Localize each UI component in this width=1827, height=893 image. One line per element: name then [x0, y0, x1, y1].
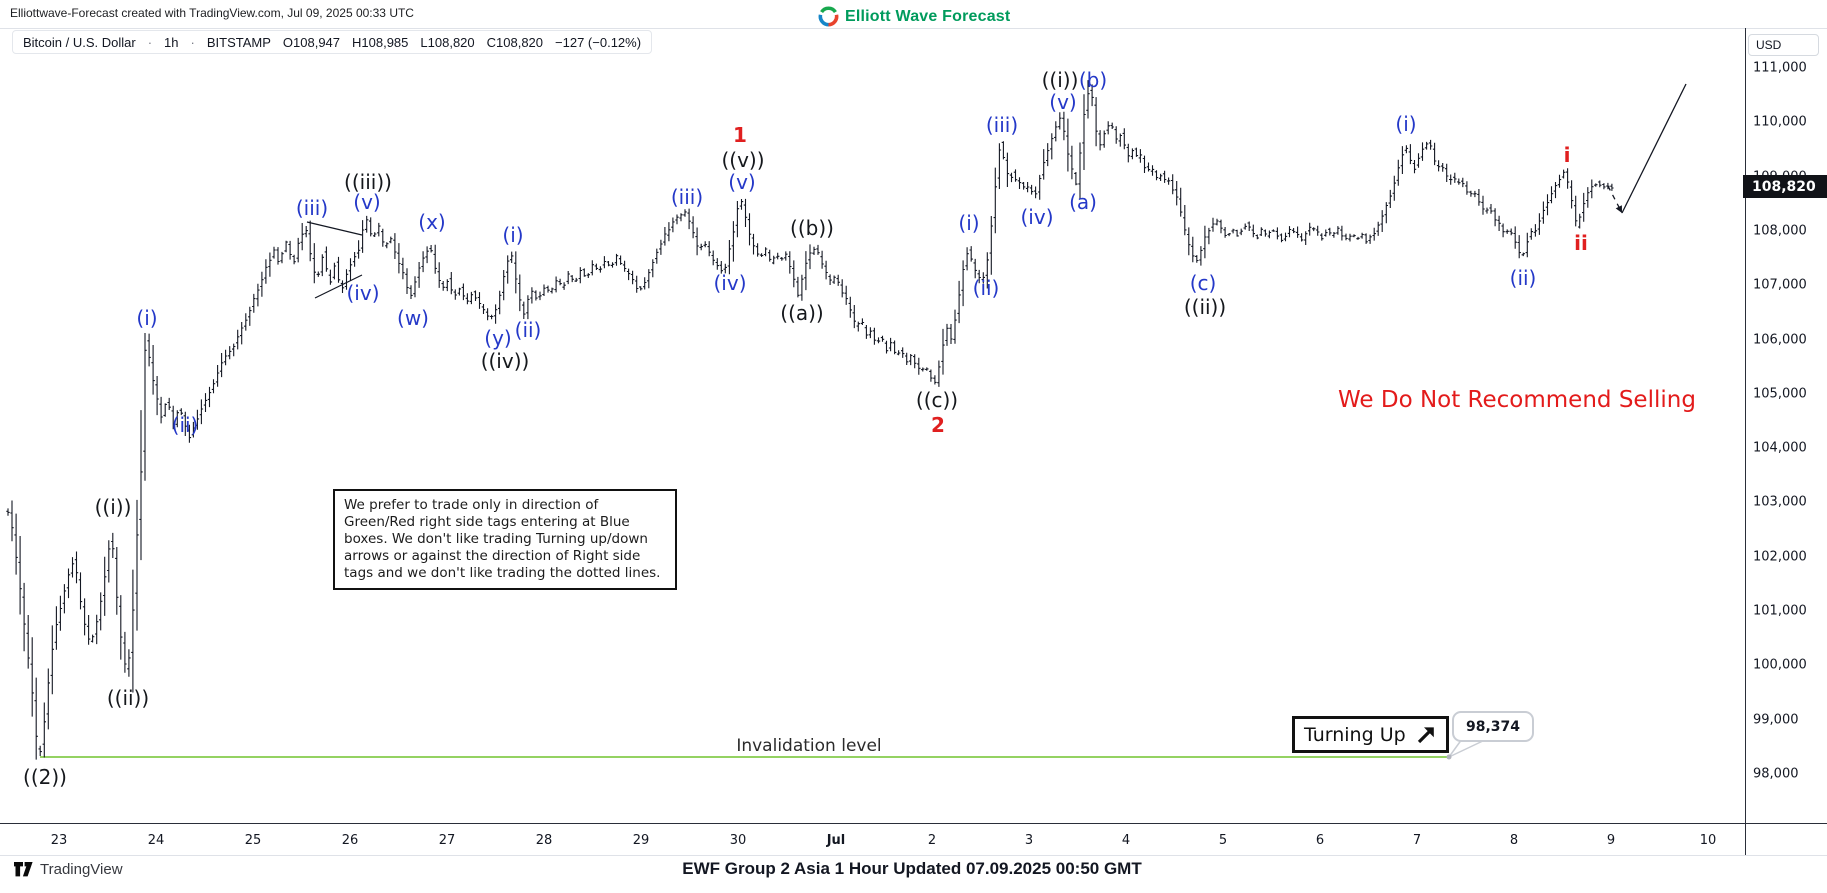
- price-tick-label: 110,000: [1753, 114, 1807, 130]
- currency-toggle-usd[interactable]: USD: [1748, 34, 1819, 56]
- price-tick-label: 100,000: [1753, 657, 1807, 673]
- invalidation-price-flag: 98,374: [1452, 711, 1534, 742]
- projection-arrowhead: [1615, 205, 1622, 213]
- date-tick-label: 4: [1121, 833, 1131, 848]
- date-tick-label: 10: [1699, 833, 1717, 848]
- projection-up-line[interactable]: [1621, 83, 1687, 214]
- date-tick-label: 30: [729, 833, 747, 848]
- date-tick-label: 29: [632, 833, 650, 848]
- ewf-logo: Elliott Wave Forecast: [806, 6, 1023, 27]
- turning-up-badge: Turning Up: [1292, 716, 1449, 753]
- date-tick-label: 5: [1218, 833, 1228, 848]
- price-tick-label: 98,000: [1753, 766, 1799, 782]
- legend-interval[interactable]: 1h: [164, 34, 179, 50]
- date-tick-label: 7: [1412, 833, 1422, 848]
- legend-separator: ·: [190, 34, 195, 50]
- legend-close: C108,820: [486, 34, 544, 50]
- legend-separator: ·: [147, 34, 153, 50]
- chart-bottom-border: [0, 823, 1827, 824]
- date-tick-label: 26: [341, 833, 359, 848]
- date-tick-label: 24: [147, 833, 165, 848]
- legend-symbol[interactable]: Bitcoin / U.S. Dollar: [23, 34, 136, 50]
- date-tick-label: 9: [1606, 833, 1616, 848]
- time-axis-divider: [0, 855, 1827, 856]
- date-tick-label: 3: [1024, 833, 1034, 848]
- trading-disclaimer-box: We prefer to trade only in direction of …: [333, 489, 677, 590]
- date-tick-label: 25: [244, 833, 262, 848]
- price-tick-label: 103,000: [1753, 494, 1807, 510]
- recommendation-text: We Do Not Recommend Selling: [1338, 387, 1696, 413]
- arrow-up-right-icon: [1417, 726, 1434, 743]
- price-tick-label: 99,000: [1753, 712, 1799, 728]
- ohlc-price-bars: [6, 80, 1614, 760]
- tradingview-logo-icon: [14, 862, 33, 877]
- legend-change: −127 (−0.12%): [555, 34, 642, 50]
- price-axis-border: [1745, 28, 1746, 855]
- invalidation-level-label: Invalidation level: [736, 736, 882, 756]
- legend-low: L108,820: [420, 34, 475, 50]
- price-tick-label: 107,000: [1753, 277, 1807, 293]
- legend-open: O108,947: [282, 34, 341, 50]
- date-tick-label: 2: [927, 833, 937, 848]
- triangle-trendline[interactable]: [314, 274, 363, 299]
- top-divider: [0, 28, 1827, 29]
- ewf-globe-icon: [818, 6, 839, 27]
- turning-up-label: Turning Up: [1304, 723, 1406, 746]
- tradingview-attribution[interactable]: TradingView: [14, 861, 123, 878]
- price-tick-label: 106,000: [1753, 332, 1807, 347]
- date-tick-label: 27: [438, 833, 456, 848]
- date-tick-label: Jul: [826, 833, 846, 848]
- price-tick-label: 104,000: [1753, 440, 1807, 456]
- brand-name: Elliott Wave Forecast: [845, 7, 1011, 25]
- chart-caption: EWF Group 2 Asia 1 Hour Updated 07.09.20…: [682, 859, 1142, 878]
- price-tick-label: 108,000: [1753, 223, 1807, 239]
- triangle-trendline[interactable]: [306, 221, 363, 236]
- price-tick-label: 102,000: [1753, 549, 1807, 565]
- triangle-trendlines[interactable]: [306, 221, 363, 299]
- legend-high: H108,985: [352, 34, 409, 50]
- price-tick-label: 111,000: [1753, 60, 1807, 76]
- price-tick-label: 105,000: [1753, 386, 1807, 402]
- symbol-legend[interactable]: Bitcoin / U.S. Dollar · 1h · BITSTAMP O1…: [12, 30, 653, 54]
- invalidation-line-endpoint-dot: [1446, 754, 1452, 760]
- date-tick-label: 6: [1315, 833, 1325, 848]
- date-tick-label: 23: [50, 833, 68, 848]
- watermark-title: Elliottwave-Forecast created with Tradin…: [10, 6, 414, 20]
- legend-exchange: BITSTAMP: [206, 34, 271, 50]
- date-tick-label: 28: [535, 833, 553, 848]
- last-price-badge: 108,820: [1743, 175, 1827, 198]
- tradingview-label[interactable]: TradingView: [40, 861, 123, 878]
- date-tick-label: 8: [1509, 833, 1519, 848]
- price-tick-label: 101,000: [1753, 603, 1807, 619]
